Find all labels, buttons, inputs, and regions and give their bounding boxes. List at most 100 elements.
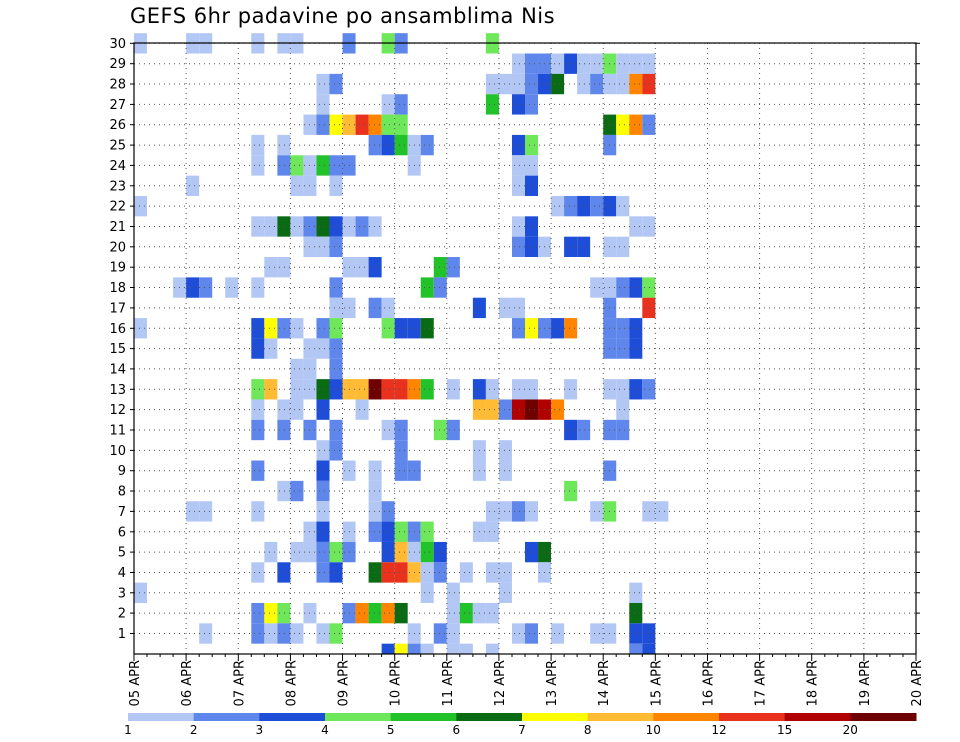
heatmap-cell [420,643,434,654]
heatmap-cell [329,155,343,176]
heatmap-cell [329,216,343,237]
heatmap-cell [642,501,656,522]
y-tick-label: 30 [109,37,126,52]
heatmap-cell [590,195,604,217]
heatmap-cell [629,114,643,135]
heatmap-cell [459,562,473,583]
legend-swatch [719,713,786,721]
legend-label: 6 [452,723,460,737]
heatmap-cell [616,73,630,95]
heatmap-cell [186,501,200,522]
heatmap-cell [251,338,265,359]
heatmap-cell [394,460,408,481]
y-tick-label: 20 [109,240,126,255]
heatmap-cell [616,399,630,420]
heatmap-cell [277,602,291,624]
heatmap-cell [511,379,525,400]
heatmap-cell [381,94,395,115]
y-tick-label: 14 [109,362,126,377]
heatmap-cell [381,419,395,441]
heatmap-cell [577,419,591,441]
heatmap-cell [355,379,369,400]
heatmap-cell [251,399,265,420]
heatmap-cell [368,602,382,624]
heatmap-cell [590,53,604,74]
heatmap-cell [642,216,656,237]
heatmap-cell [629,643,643,654]
heatmap-cell [277,257,291,278]
y-tick-label: 10 [109,444,126,459]
heatmap-cell [511,501,525,522]
heatmap-cell [368,379,382,400]
heatmap-cell [368,257,382,278]
y-tick-label: 12 [109,403,126,418]
y-tick-label: 2 [118,607,126,622]
heatmap-cell [420,562,434,583]
heatmap-cell [616,318,630,339]
heatmap-cell [381,501,395,522]
legend-swatch [259,713,326,721]
y-tick-label: 23 [109,179,126,194]
heatmap-cell [629,318,643,339]
x-tick-label: 05 APR [128,660,143,706]
heatmap-cell [629,623,643,644]
legend-swatch [653,713,720,721]
heatmap-cell [290,358,304,380]
heatmap-cell [264,379,278,400]
heatmap-cell [616,379,630,400]
heatmap-cell [316,480,330,502]
x-tick-label: 08 APR [284,660,299,706]
heatmap-cell [629,338,643,359]
heatmap-cell [420,541,434,563]
heatmap-cell [590,73,604,95]
heatmap-cell [446,379,460,400]
heatmap-cell [316,440,330,461]
heatmap-cell [277,155,291,176]
heatmap-cell [277,134,291,156]
legend-label: 2 [190,723,198,737]
heatmap-cell [498,297,512,319]
heatmap-cell [616,277,630,298]
y-tick-label: 5 [118,546,126,561]
x-tick-label: 07 APR [232,660,247,706]
heatmap-cell [394,521,408,542]
heatmap-cell [485,73,499,95]
heatmap-cell [485,399,499,420]
heatmap-cell [498,501,512,522]
heatmap-cell [329,318,343,339]
heatmap-cell [420,134,434,156]
heatmap-cell [433,562,447,583]
heatmap-cell [525,541,539,563]
heatmap-cell [511,236,525,258]
heatmap-cell [394,562,408,583]
heatmap-cell [485,643,499,654]
heatmap-cell [485,521,499,542]
heatmap-cell [525,155,539,176]
heatmap-cell [394,318,408,339]
y-tick-label: 19 [109,261,126,276]
heatmap-cell [446,643,460,654]
heatmap-cell [329,114,343,135]
heatmap-cell [329,562,343,583]
heatmap-cell [277,419,291,441]
heatmap-cell [551,399,565,420]
legend-label: 8 [584,723,592,737]
heatmap-cell [420,379,434,400]
legend-label: 20 [843,723,858,737]
legend-label: 15 [777,723,792,737]
heatmap-cell [355,257,369,278]
heatmap-cell [420,582,434,603]
heatmap-cell [642,277,656,298]
heatmap-cell [564,318,578,339]
heatmap-cell [642,53,656,74]
heatmap-cell [251,460,265,481]
heatmap-cell [642,297,656,319]
y-tick-label: 11 [109,424,126,439]
heatmap-cell [525,623,539,644]
heatmap-cell [511,53,525,74]
heatmap-cell [394,602,408,624]
heatmap-cell [511,318,525,339]
heatmap-cell [394,541,408,563]
heatmap-cell [525,379,539,400]
